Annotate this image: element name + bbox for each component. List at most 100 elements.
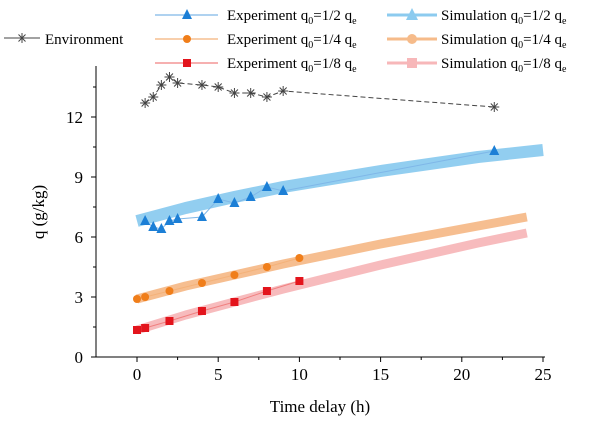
legend-entry-simulation-1-8: Simulation q0=1/8 qe [387, 56, 567, 75]
legend-text-part: =1/2 q [313, 8, 352, 24]
data-point-asterisk [261, 92, 272, 102]
legend-entry-environment: Environment [4, 32, 124, 48]
x-tick-label: 15 [372, 365, 389, 384]
simulation-band-1 [135, 212, 528, 304]
data-point-triangle [164, 215, 175, 225]
data-point-circle [165, 287, 174, 295]
legend-marker-sim-1-4 [407, 34, 417, 44]
data-markers [133, 72, 500, 334]
legend-entry-simulation-1-2: Simulation q0=1/2 qe [387, 8, 567, 27]
legend-text-part: =1/8 q [523, 56, 562, 72]
y-tick-label: 3 [75, 288, 84, 307]
data-point-asterisk [148, 92, 159, 102]
data-point-asterisk [172, 78, 183, 88]
legend-marker-exp-1-2 [182, 9, 192, 19]
data-point-triangle [229, 197, 240, 207]
data-point-triangle [148, 221, 159, 231]
data-point-asterisk [245, 88, 256, 98]
data-point-square [165, 317, 174, 325]
data-point-asterisk [196, 80, 207, 90]
legend-text-part: =1/8 q [313, 56, 352, 72]
legend-subscript: 0 [308, 40, 313, 51]
y-tick-label: 12 [66, 108, 83, 127]
data-point-square [197, 307, 206, 315]
x-tick-label: 25 [535, 365, 552, 384]
x-tick-label: 0 [133, 365, 142, 384]
legend-exp-marker [183, 59, 191, 67]
legend-marker-sim-1-2 [406, 8, 418, 20]
legend-marker-exp-1-4 [183, 35, 191, 43]
legend-label-sim-1-8: Simulation q0=1/8 qe [441, 56, 567, 75]
legend-text-part: =1/2 q [523, 8, 562, 24]
legend-subscript: e [562, 40, 567, 51]
y-axis-title: q (g/kg) [29, 185, 48, 239]
legend-sim-marker [407, 34, 417, 44]
data-point-asterisk [156, 80, 167, 90]
legend-text-part: Simulation q [441, 32, 519, 48]
data-point-asterisk [278, 86, 289, 96]
legend-text-part: Simulation q [441, 56, 519, 72]
x-tick-label: 10 [291, 365, 308, 384]
x-tick-label: 20 [453, 365, 470, 384]
simulation-band-0 [135, 144, 544, 227]
legend-entry-experiment-1-8: Experiment q0=1/8 qe [155, 56, 357, 75]
legend-marker-exp-1-8 [183, 59, 191, 67]
legend-exp-marker [183, 35, 191, 43]
data-point-asterisk [213, 82, 224, 92]
data-point-triangle [489, 145, 500, 155]
legend-entry-experiment-1-4: Experiment q0=1/4 qe [155, 32, 357, 51]
legend-entry-experiment-1-2: Experiment q0=1/2 qe [155, 8, 357, 27]
legend-text-part: Simulation q [441, 8, 519, 24]
data-point-circle [133, 295, 141, 303]
data-point-circle [262, 263, 271, 271]
legend-subscript: e [562, 16, 567, 27]
data-point-circle [197, 279, 206, 287]
data-point-circle [230, 271, 239, 279]
data-point-triangle [245, 191, 256, 201]
y-tick-label: 0 [75, 348, 84, 367]
data-point-square [262, 287, 271, 295]
legend-marker-sim-1-8 [407, 58, 417, 68]
legend-subscript: 0 [308, 64, 313, 75]
data-point-triangle [213, 193, 224, 203]
legend-text-part: =1/4 q [523, 32, 562, 48]
data-point-asterisk [140, 98, 151, 108]
data-point-triangle [156, 223, 167, 233]
data-point-circle [141, 293, 150, 301]
data-point-asterisk [164, 72, 175, 82]
data-point-square [230, 298, 239, 306]
legend-subscript: e [352, 40, 357, 51]
legend-text-part: Experiment q [227, 56, 309, 72]
data-point-asterisk [489, 102, 500, 112]
legend-text-part: Experiment q [227, 8, 309, 24]
x-tick-label: 5 [214, 365, 223, 384]
legend-sim-marker [406, 8, 418, 20]
legend-label-sim-1-2: Simulation q0=1/2 qe [441, 8, 567, 27]
legend-sim-marker [407, 58, 417, 68]
data-point-circle [295, 254, 304, 262]
data-point-asterisk [229, 88, 240, 98]
x-axis-title: Time delay (h) [270, 397, 370, 416]
simulation-bands [135, 144, 544, 335]
legend-subscript: 0 [518, 40, 523, 51]
y-tick-label: 6 [75, 228, 84, 247]
series-line-0 [144, 76, 495, 108]
legend-entry-simulation-1-4: Simulation q0=1/4 qe [387, 32, 567, 51]
legend-asterisk-marker [17, 33, 27, 43]
data-point-square [133, 326, 141, 334]
legend-label-exp-1-8: Experiment q0=1/8 qe [227, 56, 357, 75]
legend-subscript: 0 [308, 16, 313, 27]
legend-subscript: e [352, 16, 357, 27]
data-point-triangle [172, 213, 183, 223]
ticks: 0 5 10 15 20 25 0 3 6 9 12 [66, 86, 552, 384]
data-point-square [141, 324, 150, 332]
legend-label-sim-1-4: Simulation q0=1/4 qe [441, 32, 567, 51]
data-point-triangle [140, 215, 151, 225]
legend-subscript: e [352, 64, 357, 75]
legend-text-part: =1/4 q [313, 32, 352, 48]
legend-marker-environment [17, 33, 27, 43]
y-tick-label: 9 [75, 168, 84, 187]
data-point-triangle [261, 181, 272, 191]
data-point-triangle [278, 185, 289, 195]
